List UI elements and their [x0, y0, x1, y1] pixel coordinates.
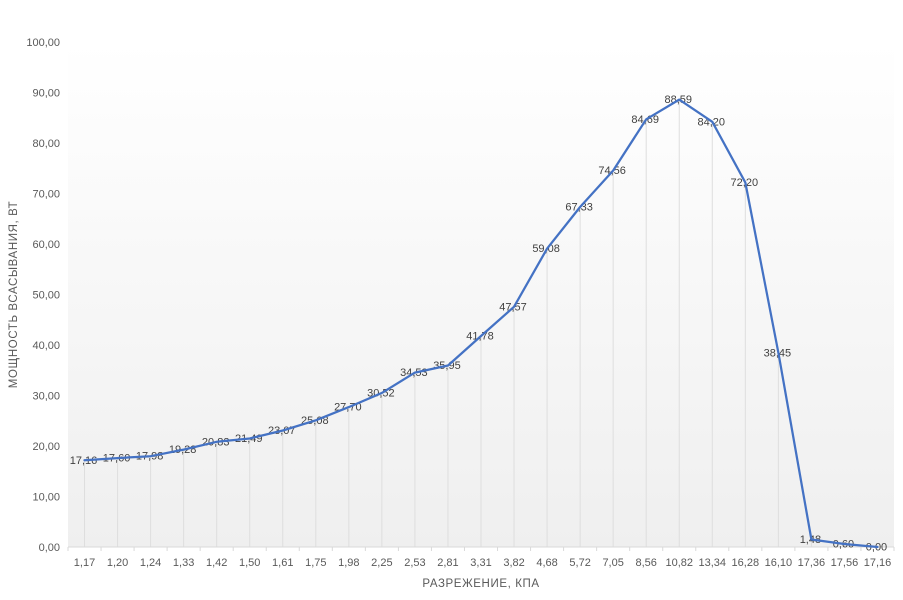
x-tick-label: 5,72: [569, 557, 590, 569]
x-tick-label: 8,56: [635, 557, 656, 569]
y-tick-label: 10,00: [32, 492, 60, 504]
x-tick-label: 1,61: [272, 557, 293, 569]
y-tick-label: 80,00: [32, 138, 60, 150]
x-tick-label: 16,28: [732, 557, 760, 569]
x-tick-label: 2,81: [437, 557, 458, 569]
y-tick-label: 50,00: [32, 290, 60, 302]
x-tick-label: 2,25: [371, 557, 392, 569]
x-tick-label: 1,33: [173, 557, 194, 569]
y-tick-label: 0,00: [39, 542, 60, 554]
x-tick-label: 1,20: [107, 557, 128, 569]
y-tick-label: 90,00: [32, 88, 60, 100]
x-tick-label: 1,75: [305, 557, 326, 569]
y-axis-tick-labels: 0,00 10,00 20,00 30,00 40,00 50,00 60,00 70,00 8…: [26, 37, 60, 554]
x-tick-label: 7,05: [602, 557, 623, 569]
x-tick-label: 2,53: [404, 557, 425, 569]
x-tick-label: 16,10: [765, 557, 793, 569]
x-tick-label: 1,50: [239, 557, 260, 569]
drop-lines-group: [84, 99, 845, 547]
x-axis-tick-marks: [67, 547, 895, 551]
x-tick-label: 1,17: [74, 557, 95, 569]
y-tick-label: 60,00: [32, 239, 60, 251]
x-tick-label: 17,36: [798, 557, 826, 569]
x-tick-label: 4,68: [536, 557, 557, 569]
data-label: 1,48: [800, 534, 821, 546]
y-tick-label: 70,00: [32, 189, 60, 201]
x-tick-label: 1,42: [206, 557, 227, 569]
series-line: [83, 98, 879, 549]
x-tick-label: 17,16: [864, 557, 892, 569]
x-tick-label: 1,98: [338, 557, 359, 569]
y-tick-label: 100,00: [26, 37, 60, 49]
x-axis-tick-labels: 1,17 1,20 1,24 1,33 1,42 1,50 1,61 1,75 1,98 2,25…: [74, 557, 891, 569]
y-axis-title: МОЩНОСТЬ ВСАСЫВАНИЯ, ВТ: [8, 201, 20, 388]
x-tick-label: 1,24: [140, 557, 161, 569]
x-tick-label: 13,34: [699, 557, 727, 569]
y-tick-label: 20,00: [32, 441, 60, 453]
x-tick-label: 17,56: [831, 557, 859, 569]
x-axis-title: РАЗРЕЖЕНИЕ, КПА: [422, 578, 539, 590]
x-tick-label: 3,82: [503, 557, 524, 569]
y-tick-label: 40,00: [32, 340, 60, 352]
y-tick-label: 30,00: [32, 391, 60, 403]
x-tick-label: 3,31: [470, 557, 491, 569]
x-tick-label: 10,82: [665, 557, 693, 569]
